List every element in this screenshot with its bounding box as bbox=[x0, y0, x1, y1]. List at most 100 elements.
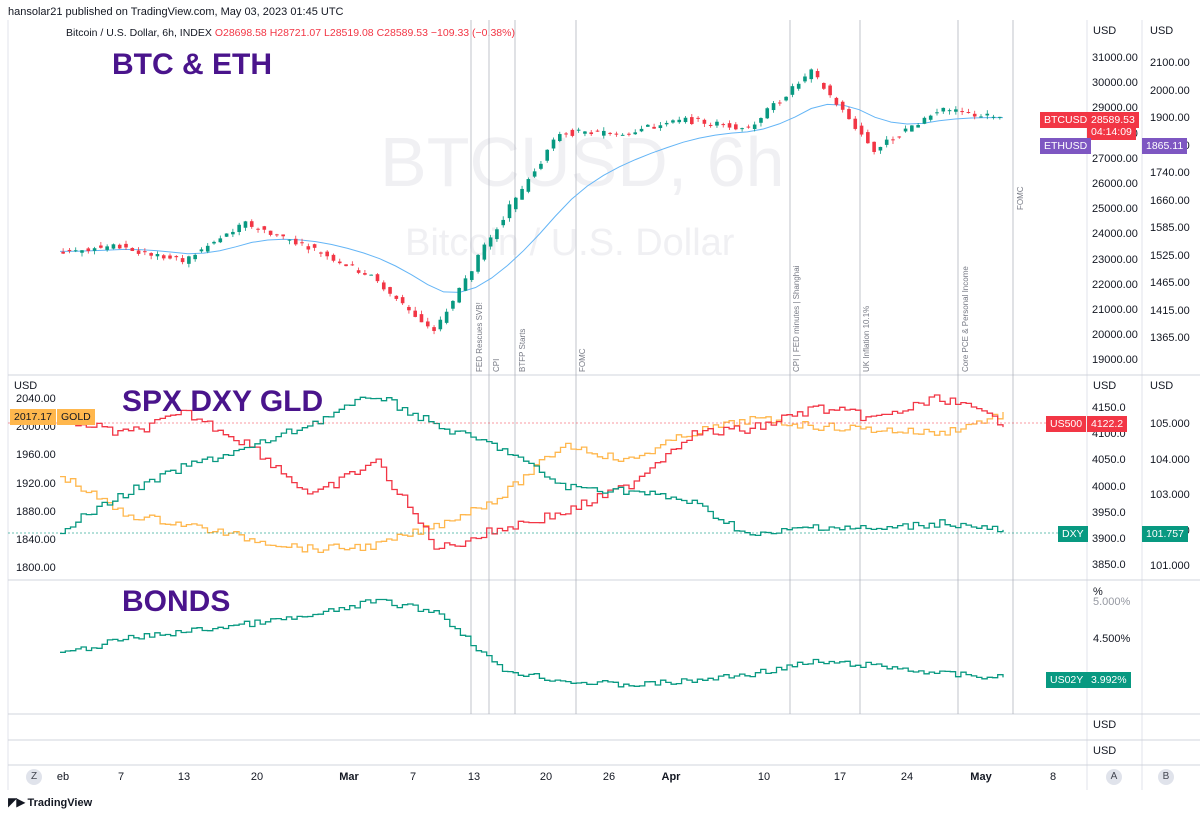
candle-body bbox=[941, 107, 946, 112]
candle-body bbox=[922, 117, 927, 124]
candle-body bbox=[620, 134, 625, 136]
x-tick-12: 17 bbox=[833, 771, 847, 783]
candle-body bbox=[646, 124, 650, 127]
crypto-axis1-tick-6: 26000.00 bbox=[1092, 178, 1138, 190]
crypto-axis2-tick-2: 2000.00 bbox=[1150, 84, 1190, 97]
candle-body bbox=[891, 139, 895, 141]
macro-axis1-tick-1: 4150.0 bbox=[1092, 402, 1126, 414]
crypto-axis2-tick-10: 1415.00 bbox=[1150, 304, 1190, 317]
candle-body bbox=[344, 264, 348, 267]
candle-body bbox=[92, 248, 97, 251]
crypto-axis2-tick-7: 1585.00 bbox=[1150, 222, 1190, 234]
event-label-6: UK Inflation 10.1% bbox=[862, 305, 871, 372]
candle-body bbox=[803, 76, 807, 82]
candle-body bbox=[809, 69, 814, 80]
event-label-8: FOMC bbox=[1016, 186, 1025, 210]
candle-body bbox=[520, 188, 524, 200]
candle-body bbox=[715, 121, 719, 126]
bonds-unit: % bbox=[1093, 586, 1103, 598]
x-tick-15: 8 bbox=[1049, 771, 1057, 783]
event-label-3: BTFP Starts bbox=[518, 328, 527, 372]
candle-body bbox=[991, 116, 996, 118]
candle-body bbox=[583, 131, 587, 134]
candle-body bbox=[790, 86, 795, 95]
macro-axis2-unit: USD bbox=[1150, 380, 1174, 392]
candle-body bbox=[275, 234, 279, 236]
candle-body bbox=[639, 128, 644, 132]
macro-axis1-tick-3: 4050.0 bbox=[1092, 454, 1126, 467]
candle-body bbox=[928, 115, 933, 120]
us02y-tag: US02Y bbox=[1046, 672, 1088, 688]
candle-body bbox=[784, 96, 788, 101]
candle-body bbox=[124, 243, 128, 248]
candle-body bbox=[815, 71, 820, 78]
candle-body bbox=[853, 118, 858, 129]
candle-body bbox=[168, 255, 172, 259]
panel-title-crypto: BTC & ETH bbox=[112, 48, 272, 81]
candle-body bbox=[796, 83, 801, 89]
x-tick-14: May bbox=[970, 771, 992, 783]
candle-body bbox=[690, 117, 694, 125]
x-tick-2: 7 bbox=[117, 771, 125, 783]
candle-body bbox=[117, 244, 122, 249]
candle-body bbox=[878, 146, 883, 151]
candle-body bbox=[469, 271, 474, 280]
candle-body bbox=[859, 125, 864, 135]
bonds-series bbox=[60, 598, 1004, 688]
candle-body bbox=[501, 219, 506, 226]
candle-body bbox=[363, 273, 367, 275]
crypto-axis1-tick-12: 20000.00 bbox=[1092, 329, 1138, 342]
event-label-2: CPI bbox=[492, 358, 501, 372]
candle-body bbox=[388, 287, 392, 294]
candle-body bbox=[935, 112, 939, 114]
dxy-tag: DXY bbox=[1058, 526, 1088, 542]
candle-body bbox=[947, 110, 952, 112]
crypto-axis1-tick-13: 19000.00 bbox=[1092, 354, 1138, 367]
x-tick-10: Apr bbox=[661, 771, 681, 783]
candle-body bbox=[356, 270, 361, 273]
candle-body bbox=[633, 132, 638, 135]
candle-body bbox=[67, 249, 72, 252]
tradingview-logo: ◤▶ TradingView bbox=[8, 795, 92, 809]
candle-body bbox=[394, 295, 399, 299]
crypto-axis1-tick-2: 30000.00 bbox=[1092, 77, 1138, 90]
candle-body bbox=[664, 122, 669, 125]
change-value: −109.33 (−0.38%) bbox=[430, 27, 515, 39]
zoom-button[interactable]: Z bbox=[26, 769, 42, 785]
x-tick-3: 13 bbox=[177, 771, 191, 783]
candle-body bbox=[627, 133, 631, 135]
candle-body bbox=[174, 256, 179, 258]
candle-body bbox=[765, 108, 770, 119]
crypto-axis1-tick-3: 29000.00 bbox=[1092, 102, 1138, 115]
crypto-axis2-tick-5: 1740.00 bbox=[1150, 167, 1190, 179]
dxy-line bbox=[60, 396, 1004, 537]
candle-body bbox=[218, 238, 223, 243]
event-label-4: FOMC bbox=[578, 348, 587, 372]
x-tick-6: 7 bbox=[409, 771, 417, 783]
x-tick-7: 13 bbox=[467, 771, 481, 783]
candle-body bbox=[306, 246, 311, 250]
crypto-axis1-tick-5: 27000.00 bbox=[1092, 152, 1138, 165]
compare-button[interactable]: B bbox=[1158, 769, 1174, 785]
candle-body bbox=[205, 245, 210, 252]
us02y-price-tag: 3.992% bbox=[1087, 672, 1131, 688]
candle-body bbox=[488, 237, 493, 247]
eth-tag: ETHUSD bbox=[1040, 138, 1092, 154]
macro-axis1-tick-4: 4000.0 bbox=[1092, 480, 1126, 493]
candle-body bbox=[319, 252, 323, 254]
watermark-ticker: BTCUSD, 6h bbox=[380, 123, 785, 201]
candle-body bbox=[193, 254, 197, 260]
auto-scale-button[interactable]: A bbox=[1106, 769, 1122, 785]
close-value: C28589.53 bbox=[376, 27, 428, 39]
candle-body bbox=[840, 101, 845, 110]
btc-moving-average bbox=[59, 103, 1003, 293]
open-value: O28698.58 bbox=[214, 27, 267, 39]
crypto-axis1-tick-11: 21000.00 bbox=[1092, 304, 1138, 316]
candle-body bbox=[105, 246, 109, 250]
candle-body bbox=[834, 97, 839, 105]
macro-axis1-unit: USD bbox=[1093, 380, 1117, 392]
candle-body bbox=[954, 109, 958, 112]
candle-body bbox=[224, 233, 229, 237]
candle-body bbox=[985, 113, 990, 116]
